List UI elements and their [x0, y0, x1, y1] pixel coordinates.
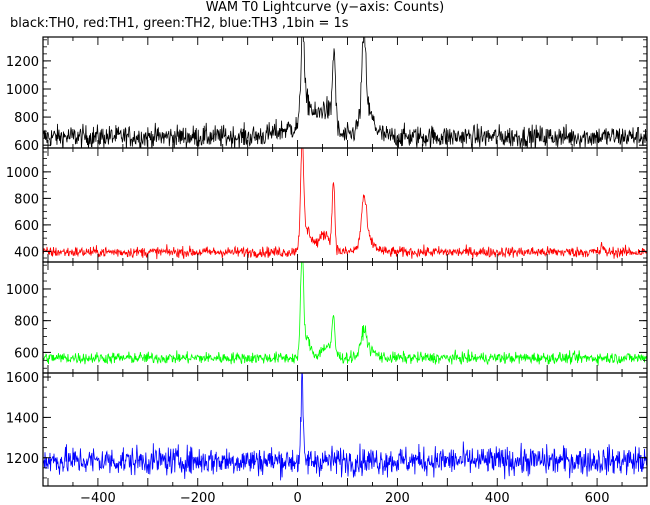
y-tick-label: 800 — [14, 192, 39, 207]
y-tick-label: 1000 — [6, 166, 39, 181]
panel-frame-th3 — [42, 372, 648, 487]
y-tick-label: 1600 — [6, 371, 39, 386]
y-tick-label: 1000 — [6, 83, 39, 98]
y-tick-label: 800 — [14, 315, 39, 330]
y-tick-label: 1400 — [6, 411, 39, 426]
x-tick-label: 400 — [485, 491, 510, 505]
y-tick-label: 600 — [14, 139, 39, 154]
x-tick-label: 200 — [385, 491, 410, 505]
series-line-th0 — [43, 37, 647, 148]
x-tick-label: −400 — [80, 491, 116, 505]
panel-frame-th1 — [42, 147, 648, 263]
y-tick-label: 1200 — [6, 452, 39, 467]
y-tick-label: 600 — [14, 219, 39, 234]
y-tick-label: 1200 — [6, 55, 39, 70]
panel-frame-th2 — [42, 261, 648, 374]
y-tick-label: 1000 — [6, 283, 39, 298]
x-tick-label: −200 — [180, 491, 216, 505]
chart-subtitle: black:TH0, red:TH1, green:TH2, blue:TH3 … — [10, 16, 349, 31]
x-tick-label: 600 — [585, 491, 610, 505]
series-line-th1 — [43, 148, 647, 260]
y-tick-label: 600 — [14, 346, 39, 361]
series-line-th2 — [43, 262, 647, 366]
x-tick-label: 0 — [293, 491, 301, 505]
y-tick-label: 400 — [14, 245, 39, 260]
series-line-th3 — [43, 373, 647, 481]
chart-title: WAM T0 Lightcurve (y−axis: Counts) — [205, 0, 445, 15]
y-tick-label: 800 — [14, 111, 39, 126]
